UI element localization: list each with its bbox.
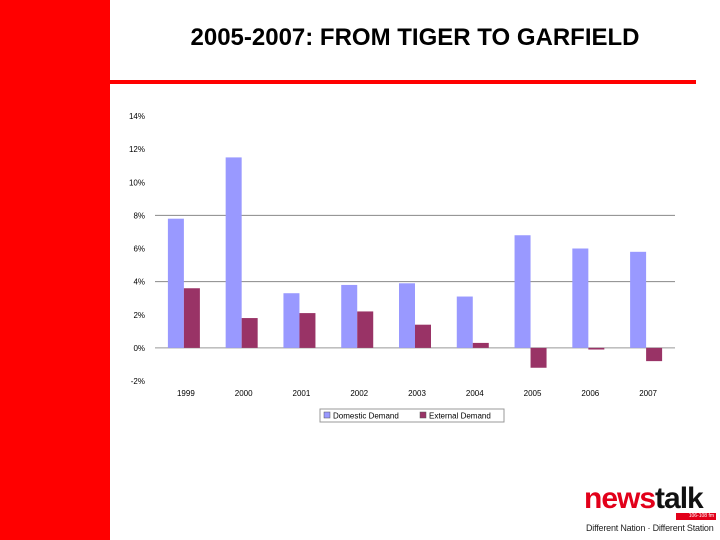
bar-external-2004 (472, 342, 489, 348)
bar-domestic-2001 (283, 293, 300, 348)
y-tick-label: 4% (133, 278, 145, 287)
y-tick-label: 14% (129, 112, 145, 121)
bar-domestic-2007 (630, 251, 647, 348)
bar-external-2002 (357, 311, 374, 348)
bar-domestic-2002 (341, 284, 358, 348)
y-tick-label: 8% (133, 211, 145, 220)
bar-domestic-2000 (225, 157, 242, 348)
x-tick-label: 2002 (350, 389, 368, 398)
legend-swatch-external (419, 411, 427, 419)
x-tick-label: 1999 (177, 389, 195, 398)
logo-frequency: 106-108 fm (676, 513, 716, 520)
legend-label-domestic: Domestic Demand (333, 412, 399, 421)
logo-news-text: news (584, 482, 656, 515)
title-underline (110, 80, 696, 84)
bar-external-2005 (530, 347, 547, 368)
logo-wordmark: newstalk (584, 484, 720, 514)
red-side-bar (0, 0, 110, 540)
bar-external-2007 (646, 347, 663, 362)
bar-external-2000 (241, 318, 258, 348)
bar-external-2001 (299, 313, 316, 348)
bar-domestic-2004 (456, 296, 473, 348)
legend-box (319, 408, 505, 423)
y-tick-label: 12% (129, 145, 145, 154)
bar-domestic-2005 (514, 235, 531, 348)
legend-swatch-domestic (323, 411, 331, 419)
bar-external-2006 (588, 347, 605, 350)
slide-title: 2005-2007: FROM TIGER TO GARFIELD (190, 24, 640, 51)
x-tick-label: 2003 (408, 389, 426, 398)
x-tick-label: 2004 (466, 389, 484, 398)
y-tick-label: 6% (133, 245, 145, 254)
newstalk-logo: newstalk 106-108 fm Different Nation · D… (584, 484, 720, 540)
bar-domestic-2003 (399, 283, 415, 348)
x-tick-label: 2001 (293, 389, 311, 398)
y-tick-label: 0% (133, 344, 145, 353)
x-tick-label: 2007 (639, 389, 657, 398)
bar-chart: 14% 12% 10% 8% 6% 4% 2% 0% -2% 1999 2000 2001 2002 20… (129, 112, 675, 423)
bar-external-2003 (415, 324, 431, 348)
logo-tagline: Different Nation · Different Station (586, 523, 714, 533)
x-tick-label: 2005 (524, 389, 542, 398)
legend-label-external: External Demand (429, 412, 491, 421)
bar-domestic-1999 (167, 218, 184, 348)
y-tick-label: 10% (129, 178, 145, 187)
y-tick-label: 2% (133, 311, 145, 320)
logo-talk-text: talk (655, 482, 704, 515)
x-tick-label: 2006 (581, 389, 599, 398)
bar-external-1999 (183, 288, 200, 348)
x-tick-label: 2000 (235, 389, 253, 398)
bar-domestic-2006 (572, 248, 589, 348)
y-tick-label: -2% (131, 377, 145, 386)
